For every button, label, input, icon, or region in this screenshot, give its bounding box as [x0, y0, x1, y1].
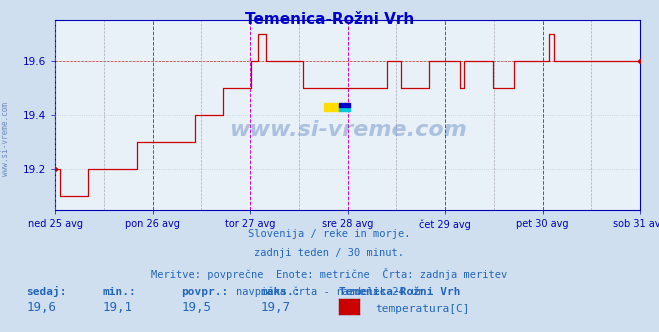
Text: 19,6: 19,6 — [26, 301, 57, 314]
Text: 19,7: 19,7 — [260, 301, 291, 314]
Text: Meritve: povprečne  Enote: metrične  Črta: zadnja meritev: Meritve: povprečne Enote: metrične Črta:… — [152, 268, 507, 280]
Text: zadnji teden / 30 minut.: zadnji teden / 30 minut. — [254, 248, 405, 258]
Text: Temenica-Rožni Vrh: Temenica-Rožni Vrh — [245, 12, 414, 27]
Text: navpična črta - razdelek 24 ur: navpična črta - razdelek 24 ur — [236, 287, 423, 297]
Text: maks.:: maks.: — [260, 287, 301, 297]
Bar — [324, 103, 339, 111]
Text: temperatura[C]: temperatura[C] — [376, 304, 470, 314]
Text: 19,5: 19,5 — [181, 301, 212, 314]
Bar — [339, 103, 351, 107]
Bar — [339, 107, 351, 111]
Text: sedaj:: sedaj: — [26, 286, 67, 297]
Text: povpr.:: povpr.: — [181, 287, 229, 297]
Text: 19,1: 19,1 — [102, 301, 132, 314]
Text: www.si-vreme.com: www.si-vreme.com — [1, 103, 10, 176]
Text: min.:: min.: — [102, 287, 136, 297]
Text: www.si-vreme.com: www.si-vreme.com — [229, 120, 467, 140]
Text: Temenica-Rožni Vrh: Temenica-Rožni Vrh — [339, 287, 461, 297]
Text: Slovenija / reke in morje.: Slovenija / reke in morje. — [248, 229, 411, 239]
